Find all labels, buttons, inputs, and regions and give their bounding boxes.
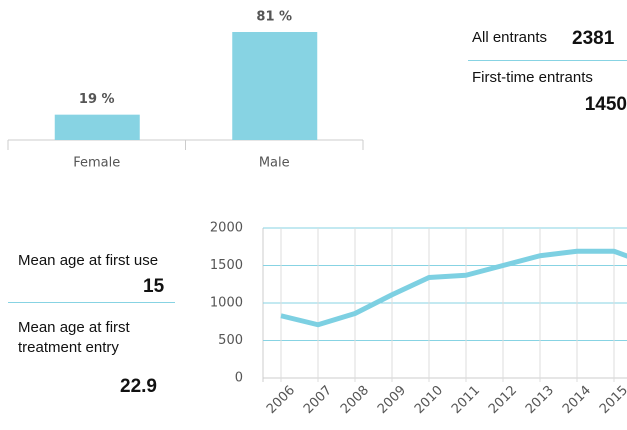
x-tick-label: 2010 [412,383,446,417]
x-tick-label: 2007 [301,383,335,417]
y-tick-label: 500 [218,333,243,348]
line [280,248,627,328]
bar [232,32,318,140]
stat-label: First-time entrants [472,69,593,86]
x-tick-label: Male [259,156,290,171]
stat-label: Mean age at first treatment entry [18,319,130,356]
value-label: 19 % [79,92,115,107]
x-tick-label: 2006 [264,383,298,417]
stat-value: 1450 [584,94,627,115]
separator [468,60,627,61]
stat-label: Mean age at first use [18,252,159,269]
value-label: 81 % [256,10,292,25]
y-tick-label: 1000 [210,296,243,311]
bar [54,114,140,140]
y-tick-label: 0 [235,371,243,386]
x-tick-label: 2009 [375,383,409,417]
stat-value: 22.9 [120,376,157,397]
separator [8,302,175,303]
y-tick-label: 1500 [210,258,243,273]
x-tick-label: 2013 [523,383,557,417]
x-tick-label: 2011 [449,383,483,417]
x-tick-label: Female [73,156,120,171]
x-tick-label: 2012 [486,383,520,417]
x-tick-label: 2008 [338,383,372,417]
stat-label: All entrants [472,29,548,46]
x-tick-label: 2015 [597,383,627,417]
stat-value: 15 [143,276,165,297]
y-tick-label: 2000 [210,221,243,236]
stat-value: 2381 [572,28,615,49]
x-tick-label: 2014 [560,383,594,417]
